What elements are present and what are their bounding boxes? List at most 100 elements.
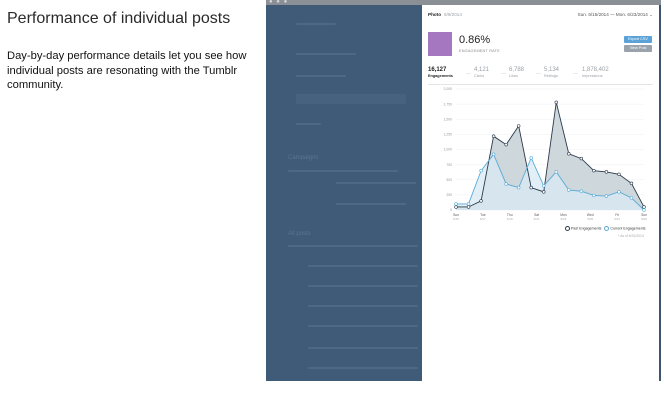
ghost-line (296, 75, 346, 77)
data-point (567, 188, 571, 192)
data-point (629, 181, 634, 186)
slide-title: Performance of individual posts (7, 10, 231, 27)
window-titlebar: ● ● ● (266, 0, 661, 5)
x-tick-date: 6/15 (453, 217, 459, 221)
data-point (504, 182, 508, 186)
x-tick-label: Wed (587, 213, 594, 217)
chart-legend: Past Engagements Current Engagements (565, 226, 646, 231)
series-area (456, 154, 644, 210)
ghost-line (296, 23, 336, 25)
legend-past-label: Past Engagements (571, 226, 602, 231)
stat-label: Impressions (582, 74, 603, 78)
ghost-line (308, 285, 418, 287)
stat-label: Engagements (428, 74, 453, 78)
stats-divider (428, 84, 653, 85)
ghost-line (308, 265, 418, 267)
stat-value: 1,878,402 (582, 67, 609, 73)
stat-separator: — (501, 71, 506, 77)
data-point (604, 170, 609, 174)
ghost-line (308, 305, 418, 307)
data-point (491, 134, 496, 138)
x-tick-date: 6/21 (534, 217, 540, 221)
stat-reblogs[interactable]: 5,134 Reblogs (544, 67, 559, 78)
stat-separator: — (466, 71, 471, 77)
data-point (491, 152, 496, 157)
data-point (529, 185, 533, 190)
data-point (454, 202, 458, 206)
data-point (466, 205, 471, 209)
post-type: Photo (428, 12, 442, 17)
x-tick-label: Sun (641, 213, 647, 217)
x-tick-label: Fri (615, 213, 619, 217)
stat-impressions[interactable]: 1,878,402 Impressions (582, 67, 609, 78)
data-point (516, 185, 521, 190)
engagement-rate-label: ENGAGEMENT RATE (459, 49, 500, 53)
ghost-chart-strip (296, 94, 406, 104)
x-tick-date: 6/23 (561, 217, 567, 221)
post-performance-panel: Photo 6/9/2014 Sun. 6/15/2014 — Mon. 6/23… (422, 5, 659, 381)
past-engagements-swatch (565, 226, 570, 231)
y-tick-label: 1,500 (444, 117, 453, 121)
stat-label: Likes (509, 74, 518, 78)
data-point (579, 189, 584, 193)
stat-engagements[interactable]: 16,127 Engagements (428, 67, 453, 78)
x-tick-date: 6/19 (507, 217, 513, 221)
post-thumbnail[interactable] (428, 32, 452, 56)
data-point (642, 208, 646, 212)
stat-value: 5,134 (544, 67, 560, 73)
window-controls[interactable]: ● ● ● (269, 0, 289, 5)
x-tick-label: Sat (534, 213, 539, 217)
x-tick-label: Tue (480, 213, 486, 217)
series-line (456, 153, 645, 211)
data-point (629, 196, 634, 200)
data-point (529, 156, 533, 160)
data-point (592, 168, 596, 173)
y-tick-label: 250 (446, 193, 452, 197)
y-tick-label: 1,750 (444, 102, 453, 106)
stat-separator: — (573, 71, 578, 77)
x-tick-label: Thu (507, 213, 513, 217)
ghost-line (308, 367, 418, 369)
x-tick-date: 6/29 (641, 217, 647, 221)
data-point (604, 194, 609, 198)
stat-likes[interactable]: 6,788 Likes (509, 67, 524, 78)
y-tick-label: 0 (450, 208, 452, 212)
data-point (567, 152, 571, 156)
ghost-line (336, 182, 416, 184)
data-point (592, 193, 596, 198)
post-date: 6/9/2014 (444, 12, 462, 17)
export-csv-button[interactable]: Export CSV (624, 36, 652, 43)
data-point (504, 142, 508, 147)
ghost-line (308, 325, 418, 327)
data-point (642, 205, 646, 209)
stat-label: Reblogs (544, 74, 558, 78)
stat-value: 6,788 (509, 67, 525, 73)
x-tick-label: Mon (560, 213, 567, 217)
data-footnote: * As of 6/31/2014 (618, 234, 644, 238)
data-point (516, 124, 521, 128)
view-post-button[interactable]: View Post (624, 45, 652, 52)
data-point (617, 172, 621, 177)
engagement-chart: 2,0001,7501,5001,2501,0007505002500Sun6/… (444, 87, 648, 221)
y-tick-label: 1,250 (444, 133, 453, 137)
all-posts-heading: All posts (288, 231, 311, 237)
ghost-line (308, 347, 418, 349)
y-tick-label: 750 (446, 163, 452, 167)
data-point (617, 190, 621, 194)
x-tick-date: 6/17 (480, 217, 486, 221)
data-point (454, 205, 458, 209)
stat-label: Clicks (474, 74, 485, 78)
stat-value: 4,121 (474, 67, 490, 73)
date-range-selector[interactable]: Sun. 6/15/2014 — Mon. 6/23/2014 ⌄ (577, 12, 653, 17)
x-tick-label: Sun (453, 213, 459, 217)
data-point (579, 156, 584, 161)
y-tick-label: 2,000 (444, 87, 453, 91)
data-point (479, 168, 483, 173)
data-point (542, 190, 546, 194)
stat-clicks[interactable]: 4,121 Clicks (474, 67, 489, 78)
post-header: Photo 6/9/2014 Sun. 6/15/2014 — Mon. 6/23… (428, 12, 653, 20)
ghost-line (288, 170, 398, 172)
data-point (466, 202, 471, 206)
data-point (554, 170, 558, 174)
series-line (456, 102, 645, 208)
